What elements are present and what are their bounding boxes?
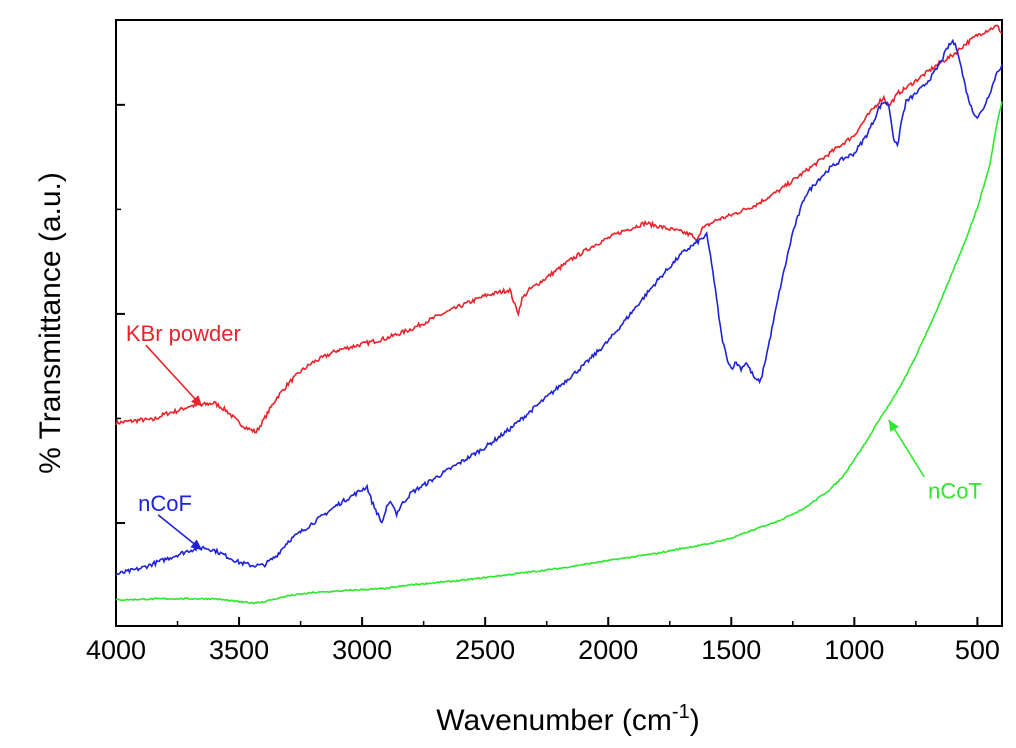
x-tick-label: 3500: [209, 635, 269, 665]
x-tick-label: 1000: [824, 635, 884, 665]
x-axis-title-close: ): [690, 704, 700, 737]
series-line-ncof: [115, 38, 1003, 576]
annotations-layer: KBr powder nCoF nCoT: [126, 321, 982, 551]
annotation-arrow-head-ncof: [190, 539, 203, 551]
annotation-label-ncof: nCoF: [138, 491, 192, 516]
x-tick-label: 1500: [701, 635, 761, 665]
x-tick-label: 3000: [332, 635, 392, 665]
x-axis-title: Wavenumber (cm-1): [436, 701, 699, 737]
series-layer: [115, 24, 1003, 605]
annotation-label-ncot: nCoT: [928, 479, 982, 504]
annotation-arrow-line-kbr-powder: [145, 344, 203, 408]
x-tick-label: 2500: [455, 635, 515, 665]
annotation-arrow-head-kbr-powder: [191, 395, 203, 407]
x-axis-title-sup: -1: [672, 701, 690, 723]
annotation-arrow-line-ncot: [888, 419, 925, 478]
series-line-kbr-powder: [115, 24, 1003, 434]
x-tick-label: 500: [955, 635, 1000, 665]
x-tick-label: 4000: [86, 635, 146, 665]
annotation-label-kbr-powder: KBr powder: [126, 321, 241, 346]
annotation-arrow-head-ncot: [888, 419, 899, 432]
y-axis-title: % Transmittance (a.u.): [34, 172, 67, 474]
y-ticks: [116, 103, 125, 627]
plot-frame: [115, 19, 1003, 627]
x-tick-label: 2000: [578, 635, 638, 665]
x-axis-title-main: Wavenumber (cm: [436, 704, 672, 737]
series-line-ncot: [115, 101, 1003, 605]
x-ticks: 4000 3500 3000 2500 2000 1500 1000 500: [86, 617, 1000, 665]
